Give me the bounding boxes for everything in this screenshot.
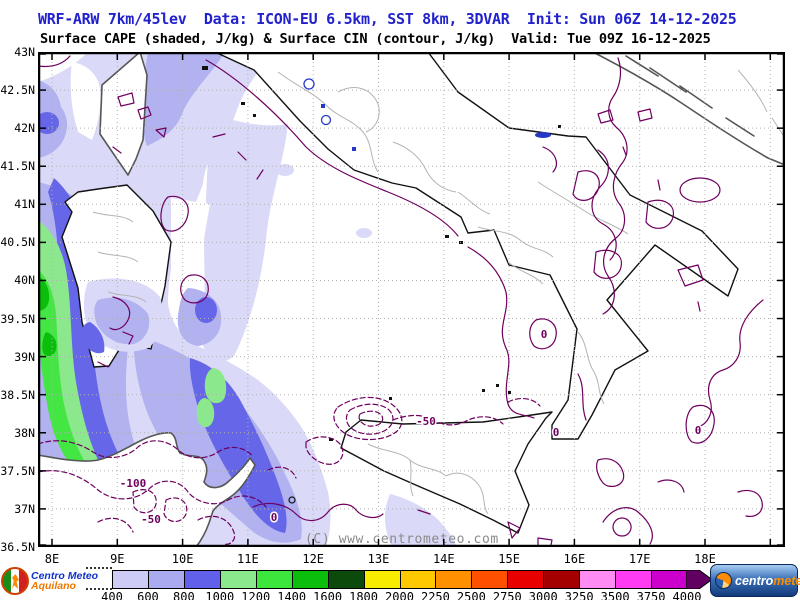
colorbar-box	[651, 570, 688, 589]
colorbar-box	[219, 570, 257, 589]
lat-label: 37N	[14, 501, 35, 516]
lat-label: 42.5N	[0, 83, 35, 98]
centrometeo-logo[interactable]: centrometeo	[710, 564, 800, 597]
lat-label: 37.5N	[0, 463, 35, 478]
tunisia-coast	[37, 432, 256, 548]
colorbar-box	[615, 570, 653, 589]
colorbar-tick-label: 2500	[456, 590, 486, 600]
colorbar-box	[399, 570, 437, 589]
lon-label: 15E	[498, 552, 520, 566]
swirl-icon	[715, 572, 732, 589]
colorbar-box	[112, 570, 149, 589]
lat-label: 40.5N	[0, 235, 35, 250]
field-valid-title-line: Surface CAPE (shaded, J/kg) & Surface CI…	[40, 31, 711, 47]
colorbar-tick-label: 3250	[564, 590, 594, 600]
lon-label: 13E	[367, 552, 390, 566]
logo-right-text: centrometeo	[735, 573, 800, 588]
lon-label: 12E	[302, 552, 325, 566]
cin-value-label: -50	[141, 513, 161, 526]
cin-value-label: -50	[416, 415, 436, 428]
lake-bracciano	[320, 114, 332, 126]
italy-flag-circle-icon	[1, 567, 29, 595]
colorbar-box	[327, 570, 365, 589]
colorbar-box	[183, 570, 221, 589]
lat-label: 42N	[14, 121, 35, 136]
lat-label: 38.5N	[0, 387, 35, 402]
croatia-coast	[592, 51, 786, 166]
colorbar-box	[435, 570, 473, 589]
watermark: (C) www.centrometeo.com	[305, 532, 499, 547]
colorbar-tick-label: 1400	[277, 590, 307, 600]
colorbar-box	[255, 570, 293, 589]
lon-label: 17E	[628, 552, 651, 566]
colorbar-tick-label: 1000	[205, 590, 235, 600]
map-border-frame	[37, 51, 786, 548]
centro-meteo-aquilano-logo[interactable]: Centro Meteo Aquilano	[1, 564, 109, 598]
logo-left-text: Centro Meteo Aquilano	[31, 570, 99, 592]
colorbar-box	[291, 570, 329, 589]
cin-value-label: 0	[553, 426, 560, 439]
colorbar-tick-label: 600	[137, 590, 159, 600]
colorbar-overflow-arrow	[686, 570, 713, 589]
colorbar-tick-label: 2250	[420, 590, 450, 600]
sicily	[340, 411, 553, 534]
lake-bolsena	[303, 78, 315, 90]
model-title-line: WRF-ARW 7km/45lev Data: ICON-EU 6.5km, S…	[38, 10, 737, 28]
colorbar-tick-label: 3000	[528, 590, 558, 600]
colorbar-tick-label: 400	[101, 590, 123, 600]
colorbar-box	[543, 570, 581, 589]
colorbar-tick-label: 1600	[313, 590, 343, 600]
lat-label: 41.5N	[0, 159, 35, 174]
lat-label: 38N	[14, 425, 35, 440]
legend-connector-dots	[86, 588, 112, 590]
colorbar-box	[363, 570, 401, 589]
colorbar-box	[579, 570, 617, 589]
colorbar-tick-label: 4000	[672, 590, 702, 600]
cape-cin-map: -100 -50 0 -50 0 0 0 (C) www.centrometeo.com	[35, 51, 786, 551]
colorbar-tick-label: 1200	[241, 590, 271, 600]
legend-connector-dots	[86, 567, 112, 569]
cape-shading-layer	[35, 52, 456, 547]
lesina-lagoon	[535, 132, 551, 138]
cin-value-label: 0	[271, 511, 278, 524]
italy-mainland	[214, 51, 739, 440]
colorbar-box	[507, 570, 545, 589]
colorbar-tick-label: 1800	[349, 590, 379, 600]
overland-shading	[81, 278, 163, 354]
lon-label: 9E	[110, 552, 125, 566]
cin-contour-layer	[37, 55, 764, 551]
lat-label: 43N	[14, 45, 35, 59]
colorbar-tick-label: 3750	[636, 590, 666, 600]
lakes-layer	[303, 78, 551, 151]
lon-label: 10E	[171, 552, 194, 566]
map-canvas: -100 -50 0 -50 0 0 0 (C) www.centrometeo.com	[35, 51, 786, 551]
colorbar-tick-label: 2750	[492, 590, 522, 600]
colorbar-box	[471, 570, 509, 589]
colorbar-tick-label: 2000	[385, 590, 414, 600]
lat-label: 41N	[14, 197, 35, 212]
lon-label: 11E	[237, 552, 259, 566]
lon-label: 14E	[432, 552, 455, 566]
cin-value-label: 0	[541, 328, 548, 341]
cin-contour-labels: -100 -50 0 -50 0 0 0	[118, 327, 703, 528]
lon-label: 8E	[44, 552, 60, 566]
lat-label: 39N	[14, 349, 35, 364]
colorbar-box	[147, 570, 185, 589]
lon-label: 16E	[563, 552, 586, 566]
colorbar-tick-label: 800	[173, 590, 195, 600]
cin-value-label: -100	[120, 477, 147, 490]
lon-label: 18E	[694, 552, 716, 566]
lat-label: 39.5N	[0, 311, 35, 326]
lat-label: 40N	[14, 273, 35, 288]
lat-label: 36.5N	[0, 540, 35, 554]
eagle-icon	[12, 574, 19, 589]
cin-value-label: 0	[695, 424, 702, 437]
region-borders-layer	[92, 71, 629, 515]
corsica	[99, 51, 148, 176]
colorbar-tick-label: 3500	[600, 590, 630, 600]
